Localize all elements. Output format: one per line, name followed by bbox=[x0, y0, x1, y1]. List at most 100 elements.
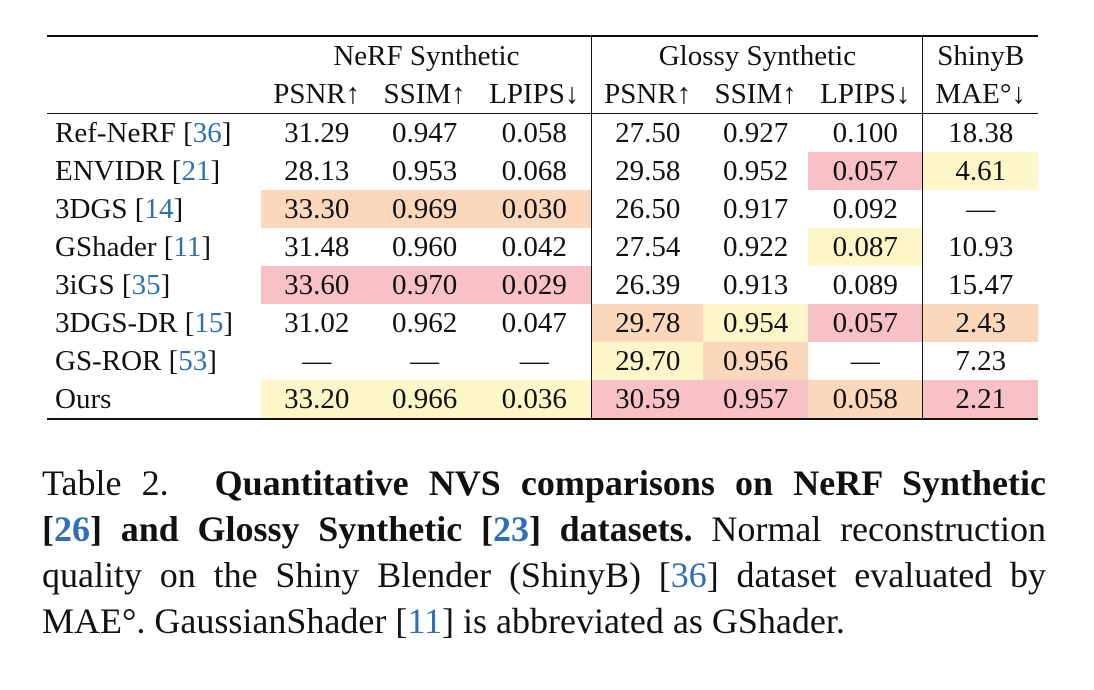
group-header-shinyb: ShinyB bbox=[922, 35, 1038, 75]
metric-header: PSNR↑ bbox=[261, 75, 372, 114]
method-cell: Ours bbox=[47, 380, 262, 420]
value-cell: 0.953 bbox=[391, 155, 458, 187]
method-name: 3DGS-DR bbox=[55, 307, 178, 339]
value-cell: — bbox=[519, 345, 549, 377]
value-cell: 0.029 bbox=[477, 266, 592, 304]
citation-link[interactable]: 15 bbox=[194, 307, 224, 339]
method-cell: 3DGS-DR [15] bbox=[55, 307, 234, 339]
method-cell: GShader [11] bbox=[55, 231, 212, 263]
value-cell: 2.43 bbox=[922, 304, 1038, 342]
method-name: 3iGS bbox=[55, 269, 115, 301]
value-cell: 4.61 bbox=[922, 152, 1038, 190]
value-cell: 31.48 bbox=[284, 231, 350, 263]
caption-bold-title: Quantitative NVS comparisons on NeRF Syn… bbox=[42, 463, 1046, 549]
metric-header: PSNR↑ bbox=[591, 75, 704, 114]
citation-link[interactable]: 35 bbox=[131, 269, 161, 301]
value-cell: 0.068 bbox=[501, 155, 567, 187]
method-header-blank bbox=[47, 75, 262, 114]
value-cell: — bbox=[302, 345, 332, 377]
method-name: ENVIDR bbox=[55, 155, 165, 187]
citation-link[interactable]: 36 bbox=[670, 555, 707, 595]
value-cell: 0.089 bbox=[832, 269, 898, 301]
value-cell: 30.59 bbox=[591, 380, 704, 420]
results-table: NeRF Synthetic Glossy Synthetic ShinyB P… bbox=[47, 35, 1038, 420]
citation-link[interactable]: 53 bbox=[178, 345, 208, 377]
table-body: Ref-NeRF [36] 31.29 0.947 0.058 27.50 0.927 0.… bbox=[47, 113, 1038, 420]
value-cell: 31.02 bbox=[284, 307, 350, 339]
value-cell: 0.927 bbox=[722, 117, 789, 149]
method-cell: 3iGS [35] bbox=[55, 269, 171, 301]
value-cell: 0.947 bbox=[391, 117, 458, 149]
table-caption: Table 2. Quantitative NVS comparisons on … bbox=[42, 460, 1046, 644]
value-cell: 0.917 bbox=[722, 193, 789, 225]
value-cell: 0.047 bbox=[501, 307, 567, 339]
caption-bold-text: ] datasets. bbox=[528, 509, 693, 549]
group-header-nerf: NeRF Synthetic bbox=[261, 35, 592, 75]
value-cell: 0.058 bbox=[501, 117, 567, 149]
citation-link[interactable]: 11 bbox=[173, 231, 202, 263]
value-cell: 33.60 bbox=[261, 266, 372, 304]
value-cell: 0.970 bbox=[372, 266, 478, 304]
value-cell: 0.969 bbox=[372, 190, 478, 228]
value-cell: 0.966 bbox=[372, 380, 478, 420]
value-cell: — bbox=[922, 190, 1038, 228]
value-cell: 0.058 bbox=[808, 380, 923, 420]
metric-header: LPIPS↓ bbox=[477, 75, 592, 114]
method-name: 3DGS bbox=[55, 193, 128, 225]
value-cell: — bbox=[850, 345, 880, 377]
value-cell: — bbox=[410, 345, 440, 377]
caption-label: Table 2. bbox=[42, 463, 169, 503]
method-name: Ref-NeRF bbox=[55, 117, 176, 149]
value-cell: 28.13 bbox=[284, 155, 350, 187]
table-row: Ours 33.20 0.966 0.036 30.59 0.957 0.058 2.21 bbox=[47, 380, 1038, 420]
value-cell: 18.38 bbox=[922, 113, 1038, 152]
metric-header-row: PSNR↑ SSIM↑ LPIPS↓ PSNR↑ SSIM↑ LPIPS↓ MA… bbox=[47, 75, 1038, 114]
citation-link[interactable]: 23 bbox=[492, 509, 529, 549]
value-cell: 10.93 bbox=[922, 228, 1038, 266]
value-cell: 0.057 bbox=[808, 304, 923, 342]
value-cell: 0.957 bbox=[703, 380, 809, 420]
caption-text: ] dataset evaluated by MAE°. GaussianSha… bbox=[42, 555, 1047, 641]
value-cell: 0.913 bbox=[722, 269, 789, 301]
method-name: Ours bbox=[55, 383, 112, 415]
citation-link[interactable]: 21 bbox=[181, 155, 211, 187]
table-row: GShader [11] 31.48 0.960 0.042 27.54 0.922 0.0… bbox=[47, 228, 1038, 266]
value-cell: 0.092 bbox=[832, 193, 898, 225]
table-row: ENVIDR [21] 28.13 0.953 0.068 29.58 0.952 0.05… bbox=[47, 152, 1038, 190]
value-cell: 0.100 bbox=[832, 117, 898, 149]
table-row: Ref-NeRF [36] 31.29 0.947 0.058 27.50 0.927 0.… bbox=[47, 113, 1038, 152]
method-name: GShader bbox=[55, 231, 157, 263]
value-cell: 0.087 bbox=[808, 228, 923, 266]
value-cell: 29.70 bbox=[591, 342, 704, 380]
table-row: 3DGS [14] 33.30 0.969 0.030 26.50 0.917 0.092 — bbox=[47, 190, 1038, 228]
value-cell: 2.21 bbox=[922, 380, 1038, 420]
value-cell: 26.50 bbox=[591, 190, 704, 228]
value-cell: 27.50 bbox=[591, 113, 704, 152]
value-cell: 26.39 bbox=[591, 266, 704, 304]
caption-text: Normal reconstruction quality on the Shi… bbox=[42, 509, 1046, 595]
method-cell: Ref-NeRF [36] bbox=[55, 117, 232, 149]
group-header-row: NeRF Synthetic Glossy Synthetic ShinyB bbox=[47, 35, 1038, 75]
metric-header: LPIPS↓ bbox=[808, 75, 923, 114]
value-cell: 0.030 bbox=[477, 190, 592, 228]
value-cell: 29.78 bbox=[591, 304, 704, 342]
citation-link[interactable]: 11 bbox=[407, 601, 442, 641]
value-cell: 33.30 bbox=[261, 190, 372, 228]
table-row: 3DGS-DR [15] 31.02 0.962 0.047 29.78 0.954 0.0… bbox=[47, 304, 1038, 342]
caption-text: ] is abbreviated as GShader. bbox=[442, 601, 845, 641]
value-cell: 0.960 bbox=[391, 231, 458, 263]
method-cell: ENVIDR [21] bbox=[55, 155, 221, 187]
group-header-glossy: Glossy Synthetic bbox=[591, 35, 923, 75]
citation-link[interactable]: 14 bbox=[144, 193, 174, 225]
value-cell: 15.47 bbox=[922, 266, 1038, 304]
value-cell: 0.042 bbox=[501, 231, 567, 263]
value-cell: 29.58 bbox=[591, 152, 704, 190]
metric-header: SSIM↑ bbox=[372, 75, 478, 114]
value-cell: 33.20 bbox=[261, 380, 372, 420]
value-cell: 0.952 bbox=[722, 155, 789, 187]
table-row: GS-ROR [53] — — — 29.70 0.956 — 7.23 bbox=[47, 342, 1038, 380]
citation-link[interactable]: 26 bbox=[54, 509, 90, 549]
value-cell: 0.036 bbox=[477, 380, 592, 420]
table-row: 3iGS [35] 33.60 0.970 0.029 26.39 0.913 0.089 1… bbox=[47, 266, 1038, 304]
citation-link[interactable]: 36 bbox=[192, 117, 222, 149]
